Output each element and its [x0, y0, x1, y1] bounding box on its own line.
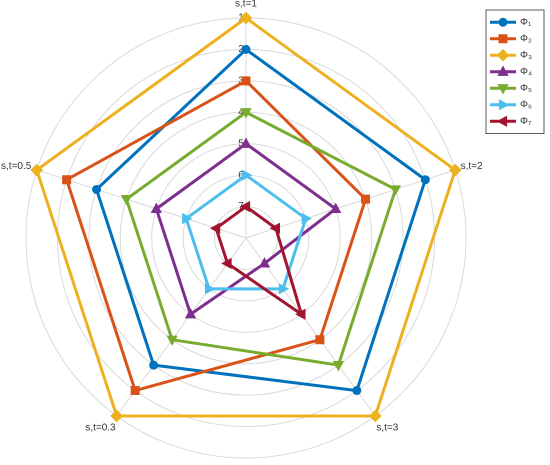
- marker: [496, 48, 510, 62]
- series-line: [214, 204, 305, 318]
- marker: [204, 283, 216, 295]
- marker: [258, 257, 271, 268]
- spoke: [36, 169, 247, 239]
- marker: [221, 257, 232, 270]
- r-tick-label: 2: [238, 44, 244, 55]
- legend-label: Φ₆: [520, 99, 532, 110]
- marker: [295, 308, 306, 320]
- category-label: s,t=2: [461, 161, 483, 172]
- category-label: s,t=0.3: [85, 422, 116, 433]
- marker: [92, 184, 102, 194]
- marker: [352, 386, 362, 396]
- r-tick-label: 3: [238, 75, 244, 86]
- r-tick-label: 5: [238, 138, 244, 149]
- marker: [498, 17, 508, 27]
- marker: [184, 308, 197, 319]
- series-line: [94, 47, 428, 393]
- marker: [130, 386, 140, 396]
- marker: [361, 194, 371, 204]
- legend-label: Φ₅: [520, 83, 532, 94]
- marker: [182, 212, 193, 225]
- series: [62, 76, 371, 396]
- legend-label: Φ₃: [520, 50, 532, 61]
- marker: [420, 175, 430, 185]
- marker: [62, 175, 72, 185]
- series: [30, 11, 462, 423]
- marker: [315, 335, 325, 345]
- marker: [389, 185, 402, 196]
- marker: [269, 222, 280, 234]
- series: [209, 200, 306, 320]
- category-label: s,t=1: [235, 0, 257, 10]
- legend-label: Φ₂: [520, 33, 532, 44]
- marker: [332, 361, 345, 372]
- marker: [497, 65, 509, 76]
- category-label: s,t=3: [376, 422, 398, 433]
- marker: [241, 76, 251, 86]
- marker: [149, 360, 159, 370]
- spoke: [245, 169, 456, 239]
- marker: [30, 163, 44, 177]
- marker: [497, 84, 509, 95]
- marker: [239, 11, 253, 25]
- spoke: [245, 237, 376, 417]
- marker: [278, 283, 290, 295]
- category-label: s,t=0.5: [1, 161, 32, 172]
- marker: [240, 108, 252, 119]
- legend-label: Φ₄: [520, 66, 532, 77]
- series: [92, 44, 430, 396]
- r-tick-label: 6: [238, 170, 244, 181]
- series-line: [35, 16, 457, 418]
- legend-label: Φ₇: [520, 116, 532, 127]
- marker: [239, 200, 251, 213]
- marker: [209, 222, 221, 234]
- legend-label: Φ₁: [520, 17, 532, 28]
- marker: [448, 163, 462, 177]
- marker: [301, 212, 313, 225]
- series: [182, 169, 313, 295]
- marker: [496, 115, 508, 127]
- legend: Φ₁ Φ₂ Φ₃ Φ₄ Φ₅ Φ₆ Φ₇: [485, 9, 545, 134]
- marker: [498, 99, 510, 111]
- marker: [241, 44, 251, 54]
- marker: [150, 202, 162, 213]
- series-line: [64, 79, 368, 393]
- marker: [240, 137, 252, 148]
- marker: [120, 195, 133, 206]
- marker: [241, 169, 253, 181]
- marker: [498, 34, 508, 44]
- marker: [369, 409, 382, 423]
- r-tick-label: 4: [238, 107, 244, 118]
- series-line: [184, 173, 308, 291]
- series-line: [124, 110, 398, 367]
- series: [120, 108, 402, 372]
- marker: [166, 335, 178, 346]
- marker: [110, 409, 123, 423]
- marker: [330, 202, 342, 213]
